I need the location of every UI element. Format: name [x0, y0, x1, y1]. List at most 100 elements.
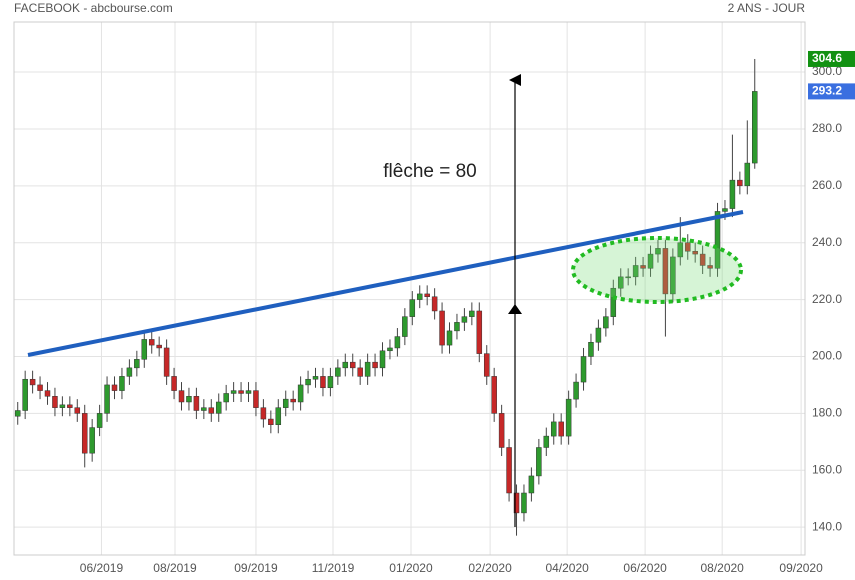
candle-body: [208, 407, 215, 414]
candle-body: [603, 316, 609, 329]
candle-body: [81, 413, 88, 454]
candle-body: [268, 418, 274, 425]
x-tick-label: 09/2020: [779, 561, 823, 575]
candle-body: [677, 242, 684, 258]
candle-body: [550, 421, 557, 437]
candle-body: [327, 376, 334, 389]
candle-body: [260, 407, 267, 420]
candle-body: [528, 475, 535, 494]
candle-body: [148, 339, 155, 346]
period-label: 2 ANS - JOUR: [728, 1, 806, 15]
candle-body: [134, 359, 140, 369]
candle-body: [632, 265, 639, 278]
x-tick-label: 06/2020: [623, 561, 667, 575]
candle-body: [297, 384, 304, 403]
candle-body: [186, 396, 192, 403]
price-marker-label: 293.2: [812, 84, 842, 98]
candle-body: [610, 287, 617, 317]
candle-body: [201, 407, 207, 411]
candle-body: [111, 384, 118, 391]
candle-body: [595, 327, 602, 343]
candle-body: [558, 421, 564, 437]
candle-body: [223, 393, 229, 403]
candle-body: [245, 390, 252, 394]
candle-body: [647, 253, 654, 269]
candle-body: [543, 435, 550, 448]
candle-body: [729, 179, 736, 209]
y-tick-label: 220.0: [812, 292, 842, 306]
candle-body: [74, 407, 81, 414]
candle-body: [215, 401, 222, 414]
candle-body: [565, 398, 572, 437]
candle-body: [409, 299, 416, 317]
candle-body: [446, 330, 453, 346]
candle-body: [506, 447, 512, 494]
candle-body: [379, 350, 386, 369]
x-tick-label: 06/2019: [80, 561, 124, 575]
candle-body: [402, 316, 408, 337]
candle-body: [52, 396, 58, 408]
candle-body: [312, 376, 319, 380]
candle-body: [692, 250, 698, 255]
candle-body: [119, 376, 125, 391]
candle-body: [536, 447, 542, 477]
candle-body: [44, 390, 51, 397]
candle-body: [416, 293, 423, 300]
candle-body: [625, 276, 631, 279]
y-tick-label: 180.0: [812, 406, 842, 420]
consolidation-zone: [571, 236, 743, 304]
candle-body: [372, 361, 378, 369]
candle-body: [580, 356, 587, 383]
chart-title: FACEBOOK - abcbourse.com: [14, 1, 173, 15]
candle-body: [498, 413, 505, 448]
price-marker: [808, 50, 855, 67]
x-tick-label: 11/2019: [312, 561, 355, 575]
candle-body: [275, 407, 282, 425]
x-tick-label: 01/2020: [389, 561, 433, 575]
candle-body: [521, 492, 527, 514]
candle-body: [290, 398, 296, 403]
y-tick-label: 140.0: [812, 519, 842, 533]
candle-body: [707, 265, 713, 269]
candle-body: [744, 162, 751, 187]
candle-body: [37, 384, 43, 391]
candle-body: [335, 367, 341, 377]
candle-body: [357, 367, 363, 377]
y-tick-label: 280.0: [812, 121, 842, 135]
candle-body: [454, 322, 460, 332]
candle-body: [431, 296, 438, 312]
candle-body: [163, 347, 170, 377]
candle-body: [59, 404, 66, 408]
candle-body: [394, 336, 401, 349]
x-tick-label: 02/2020: [468, 561, 512, 575]
y-tick-label: 160.0: [812, 462, 842, 476]
candle-body: [662, 248, 669, 295]
candle-body: [424, 293, 430, 297]
candle-body: [439, 310, 445, 346]
candle-body: [29, 378, 36, 386]
candle-body: [89, 427, 95, 454]
candle-body: [67, 404, 73, 408]
x-tick-label: 08/2019: [153, 561, 197, 575]
y-tick-label: 260.0: [812, 178, 842, 192]
candle-body: [126, 367, 133, 377]
candle-body: [714, 211, 721, 269]
candle-body: [364, 361, 371, 377]
price-marker: [808, 83, 855, 100]
candle-body: [96, 413, 103, 428]
candle-body: [491, 376, 497, 414]
price-marker-label: 304.6: [812, 51, 842, 65]
candle-body: [104, 384, 110, 414]
candle-body: [238, 390, 244, 394]
candle-body: [171, 376, 177, 391]
x-tick-label: 09/2019: [234, 561, 278, 575]
y-tick-label: 300.0: [812, 64, 842, 78]
candle-body: [513, 492, 520, 514]
candle-body: [230, 390, 237, 394]
candle-body: [469, 310, 475, 317]
candle-body: [387, 347, 393, 352]
candle-body: [178, 390, 185, 403]
candle-body: [349, 361, 356, 369]
annotation: flêche = 80: [383, 161, 477, 182]
candle-body: [684, 242, 691, 252]
